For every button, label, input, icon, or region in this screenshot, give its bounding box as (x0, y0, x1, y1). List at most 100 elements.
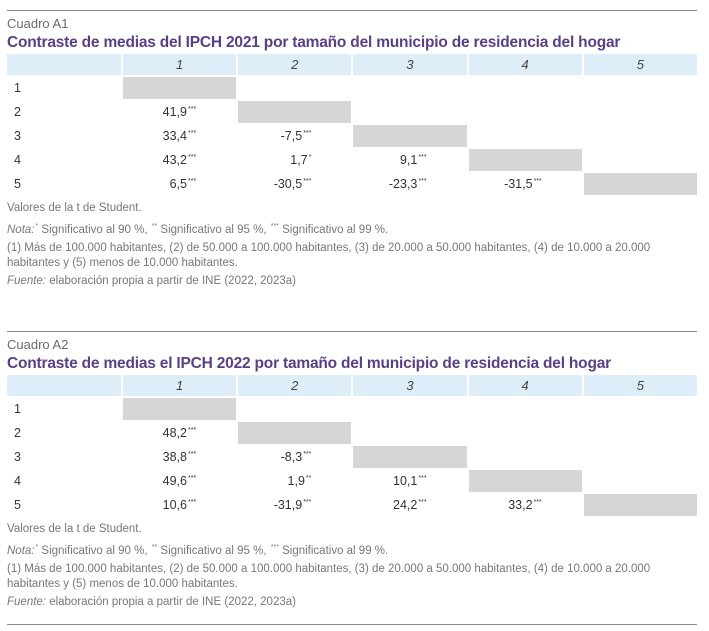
t-value: 38,8 (162, 450, 187, 464)
table-label: Cuadro A2 (7, 337, 69, 352)
empty-cell (583, 99, 699, 123)
t-value: 33,2 (508, 498, 533, 512)
table-title: Contraste de medias del IPCH 2021 por ta… (7, 34, 621, 51)
t-value: 1,9 (287, 474, 305, 488)
significance-mark: *** (418, 499, 427, 506)
column-header-3: 3 (353, 54, 469, 75)
notes: Valores de la t de Student. Nota:* Signi… (7, 201, 697, 289)
significance-mark: *** (188, 499, 197, 506)
empty-cell (353, 75, 469, 99)
empty-cell (238, 75, 354, 99)
value-cell: 24,2*** (353, 492, 469, 516)
note-sig-mark: * (35, 222, 39, 230)
note-source: Fuente: elaboración propia a partir de I… (7, 595, 697, 610)
value-cell: -30,5*** (238, 171, 354, 195)
t-value: 24,2 (393, 498, 418, 512)
table-row: 3 38,8*** -8,3*** (7, 444, 699, 468)
note-sig-text: Significativo al 99 %. (278, 544, 389, 557)
significance-list: * Significativo al 90 %, ** Significativ… (35, 222, 389, 236)
significance-mark: * (308, 154, 312, 161)
note-sig-text: Significativo al 95 %, (157, 223, 270, 236)
value-cell: 49,6*** (123, 468, 239, 492)
note-sig-text: Significativo al 90 %, (38, 223, 151, 236)
row-label: 5 (7, 492, 123, 516)
row-label: 4 (7, 468, 123, 492)
t-value: 10,6 (162, 498, 187, 512)
note-sig-mark: *** (270, 543, 279, 551)
note-source: Fuente: elaboración propia a partir de I… (7, 274, 697, 289)
table-row: 2 41,9*** (7, 99, 699, 123)
empty-cell (583, 468, 699, 492)
value-cell: 33,2*** (468, 492, 584, 516)
significance-mark: *** (188, 130, 197, 137)
note-sig-mark: * (35, 543, 39, 551)
row-label: 5 (7, 171, 123, 195)
significance-mark: *** (533, 499, 542, 506)
t-value: 43,2 (162, 153, 187, 167)
t-value: 48,2 (162, 426, 187, 440)
column-header-2: 2 (238, 54, 354, 75)
empty-cell (468, 420, 584, 444)
significance-mark: *** (303, 130, 312, 137)
table-row: 5 10,6*** -31,9*** 24,2*** 33,2*** (7, 492, 699, 516)
column-header-5: 5 (583, 54, 699, 75)
empty-cell (583, 123, 699, 147)
column-header-5: 5 (583, 375, 699, 396)
note-sig-mark: ** (151, 222, 158, 230)
diagonal-cell (468, 147, 584, 171)
note-sig-text: Significativo al 90 %, (38, 544, 151, 557)
value-cell: 33,4*** (123, 123, 239, 147)
cuadro-a1: Cuadro A1 Contraste de medias del IPCH 2… (7, 10, 699, 289)
table-title: Contraste de medias el IPCH 2022 por tam… (7, 355, 611, 372)
source-text: elaboración propia a partir de INE (2022… (46, 596, 296, 608)
table-body: 1 2 41,9*** 3 33,4*** -7,5*** 4 43,2*** 1,7* 9,1*… (7, 75, 699, 195)
significance-mark: ** (305, 475, 312, 482)
t-value: -31,5 (504, 177, 533, 191)
row-label: 1 (7, 75, 123, 99)
value-cell: 9,1*** (353, 147, 469, 171)
note-significance: Nota:* Significativo al 90 %, ** Signifi… (7, 220, 697, 238)
value-cell: 48,2*** (123, 420, 239, 444)
table-row: 5 6,5*** -30,5*** -23,3*** -31,5*** (7, 171, 699, 195)
table-body: 1 2 48,2*** 3 38,8*** -8,3*** 4 49,6*** 1,9** 10,… (7, 396, 699, 516)
table-row: 1 (7, 75, 699, 99)
t-value: -31,9 (273, 498, 303, 512)
column-header-4: 4 (468, 375, 584, 396)
top-rule (7, 10, 697, 11)
note-sizes: (1) Más de 100.000 habitantes, (2) de 50… (7, 242, 651, 269)
diagonal-cell (583, 171, 699, 195)
top-rule (7, 331, 697, 332)
t-value: 1,7 (290, 153, 308, 167)
note-sig-text: Significativo al 95 %, (157, 544, 270, 557)
column-header-4: 4 (468, 54, 584, 75)
value-cell: -7,5*** (238, 123, 354, 147)
t-value: 9,1 (399, 153, 418, 167)
significance-mark: *** (303, 451, 312, 458)
table-row: 2 48,2*** (7, 420, 699, 444)
diagonal-cell (238, 420, 354, 444)
significance-mark: *** (188, 451, 197, 458)
empty-cell (353, 396, 469, 420)
row-label: 4 (7, 147, 123, 171)
note-values: Valores de la t de Student. (7, 202, 142, 214)
significance-mark: *** (533, 178, 542, 185)
empty-cell (468, 444, 584, 468)
empty-cell (468, 75, 584, 99)
diagonal-cell (123, 75, 239, 99)
significance-mark: *** (188, 178, 197, 185)
value-cell: -8,3*** (238, 444, 354, 468)
t-value: 41,9 (162, 105, 187, 119)
source-label: Fuente: (7, 596, 46, 608)
value-cell: 6,5*** (123, 171, 239, 195)
diagonal-cell (238, 99, 354, 123)
column-header-1: 1 (123, 54, 239, 75)
diagonal-cell (123, 396, 239, 420)
empty-cell (583, 444, 699, 468)
note-label: Nota: (7, 544, 35, 557)
table-row: 1 (7, 396, 699, 420)
note-label: Nota: (7, 223, 35, 236)
cuadro-a2: Cuadro A2 Contraste de medias el IPCH 20… (7, 331, 699, 610)
t-value: 49,6 (162, 474, 187, 488)
